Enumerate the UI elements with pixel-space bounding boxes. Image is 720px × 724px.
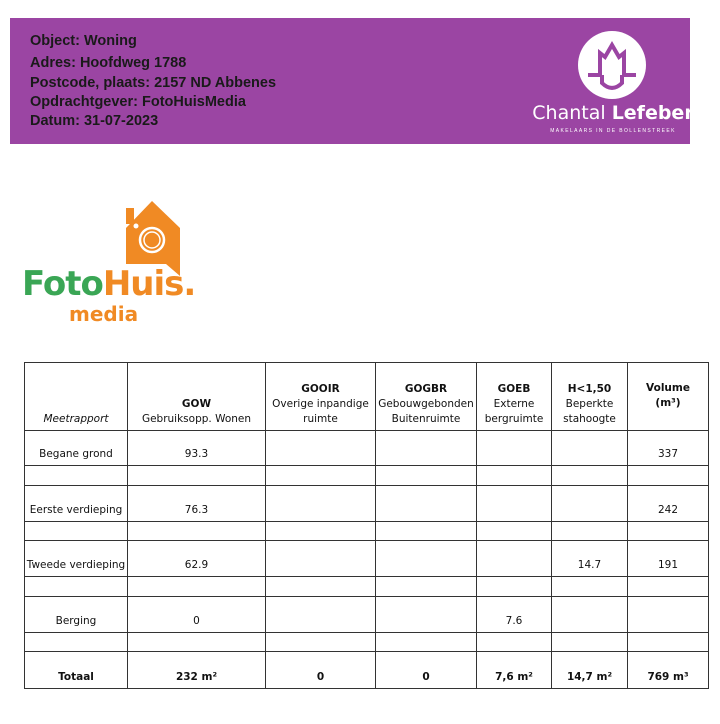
empty-cell [24, 465, 128, 486]
total-cell: Totaal [24, 651, 128, 689]
empty-cell [265, 521, 376, 541]
empty-cell [627, 521, 709, 541]
table-cell [375, 430, 477, 466]
table-cell [375, 540, 477, 577]
postcode-text: Postcode, plaats: 2157 ND Abbenes [30, 75, 277, 91]
header-banner: Object: Woning Adres: Hoofdweg 1788 Post… [10, 18, 694, 144]
table-cell: Eerste verdieping [24, 485, 128, 522]
table-cell [551, 430, 628, 466]
table-cell [265, 540, 376, 577]
table-cell: 191 [627, 540, 709, 577]
fotohuis-media-logo: FotoHuis. media [22, 198, 196, 328]
table-cell: 0 [127, 596, 266, 633]
empty-cell [375, 465, 477, 486]
empty-cell [24, 521, 128, 541]
table-cell [375, 596, 477, 633]
empty-cell [375, 576, 477, 597]
fotohuis-wordmark: FotoHuis. [22, 264, 196, 304]
empty-cell [127, 632, 266, 652]
chantal-lefeber-logo: Chantal Lefeber MAKELAARS IN DE BOLLENST… [530, 28, 694, 138]
tulip-icon [578, 31, 646, 99]
header-gogbr: GOGBR Gebouwgebonden Buitenruimte [375, 362, 477, 431]
empty-cell [375, 632, 477, 652]
empty-cell [627, 632, 709, 652]
empty-cell [627, 465, 709, 486]
total-cell: 7,6 m² [476, 651, 552, 689]
table-cell: 14.7 [551, 540, 628, 577]
table-cell: 76.3 [127, 485, 266, 522]
empty-cell [127, 521, 266, 541]
table-cell [476, 540, 552, 577]
table-cell: 7.6 [476, 596, 552, 633]
empty-cell [551, 576, 628, 597]
empty-cell [127, 576, 266, 597]
table-cell: 62.9 [127, 540, 266, 577]
header-meetrapport: Meetrapport [24, 362, 128, 431]
table-cell: Tweede verdieping [24, 540, 128, 577]
empty-cell [265, 576, 376, 597]
media-wordmark: media [69, 302, 139, 326]
table-cell [551, 485, 628, 522]
header-gooir: GOOIR Overige inpandige ruimte [265, 362, 376, 431]
empty-cell [627, 576, 709, 597]
table-row: Berging 0 7.6 [24, 596, 709, 633]
meetrapport-table: Meetrapport GOW Gebruiksopp. Wonen GOOIR O… [24, 362, 709, 689]
table-cell [375, 485, 477, 522]
table-cell [265, 485, 376, 522]
table-cell: Begane grond [24, 430, 128, 466]
total-cell: 0 [265, 651, 376, 689]
empty-cell [476, 521, 552, 541]
spacer-row [24, 521, 709, 541]
empty-cell [476, 465, 552, 486]
table-cell [476, 485, 552, 522]
empty-cell [551, 465, 628, 486]
header-h150: H<1,50 Beperkte stahoogte [551, 362, 628, 431]
table-cell [627, 596, 709, 633]
table-cell: 337 [627, 430, 709, 466]
empty-cell [127, 465, 266, 486]
table-row: Begane grond 93.3 337 [24, 430, 709, 466]
datum-text: Datum: 31-07-2023 [30, 113, 159, 129]
chantal-name: Chantal Lefeber [532, 102, 694, 124]
house-camera-icon [126, 201, 180, 276]
header-goeb: GOEB Externe bergruimte [476, 362, 552, 431]
table-cell [265, 596, 376, 633]
object-text: Object: Woning [30, 33, 137, 49]
table-header-row: Meetrapport GOW Gebruiksopp. Wonen GOOIR O… [24, 362, 709, 431]
chantal-tagline: MAKELAARS IN DE BOLLENSTREEK [550, 128, 676, 134]
spacer-row [24, 632, 709, 652]
table-cell [551, 596, 628, 633]
table-cell [476, 430, 552, 466]
empty-cell [551, 521, 628, 541]
empty-cell [476, 632, 552, 652]
header-volume: Volume (m³) [627, 362, 709, 431]
empty-cell [551, 632, 628, 652]
spacer-row [24, 465, 709, 486]
table-cell: 93.3 [127, 430, 266, 466]
total-cell: 0 [375, 651, 477, 689]
empty-cell [265, 465, 376, 486]
total-cell: 232 m² [127, 651, 266, 689]
table-row: Tweede verdieping 62.9 14.7 191 [24, 540, 709, 577]
table-cell [265, 430, 376, 466]
empty-cell [24, 576, 128, 597]
total-row: Totaal 232 m² 0 0 7,6 m² 14,7 m² 769 m³ [24, 651, 709, 689]
empty-cell [476, 576, 552, 597]
empty-cell [24, 632, 128, 652]
header-gow: GOW Gebruiksopp. Wonen [127, 362, 266, 431]
empty-cell [375, 521, 477, 541]
table-cell: Berging [24, 596, 128, 633]
total-cell: 769 m³ [627, 651, 709, 689]
empty-cell [265, 632, 376, 652]
opdrachtgever-text: Opdrachtgever: FotoHuisMedia [30, 94, 246, 110]
table-row: Eerste verdieping 76.3 242 [24, 485, 709, 522]
spacer-row [24, 576, 709, 597]
total-cell: 14,7 m² [551, 651, 628, 689]
table-cell: 242 [627, 485, 709, 522]
adres-text: Adres: Hoofdweg 1788 [30, 55, 187, 71]
